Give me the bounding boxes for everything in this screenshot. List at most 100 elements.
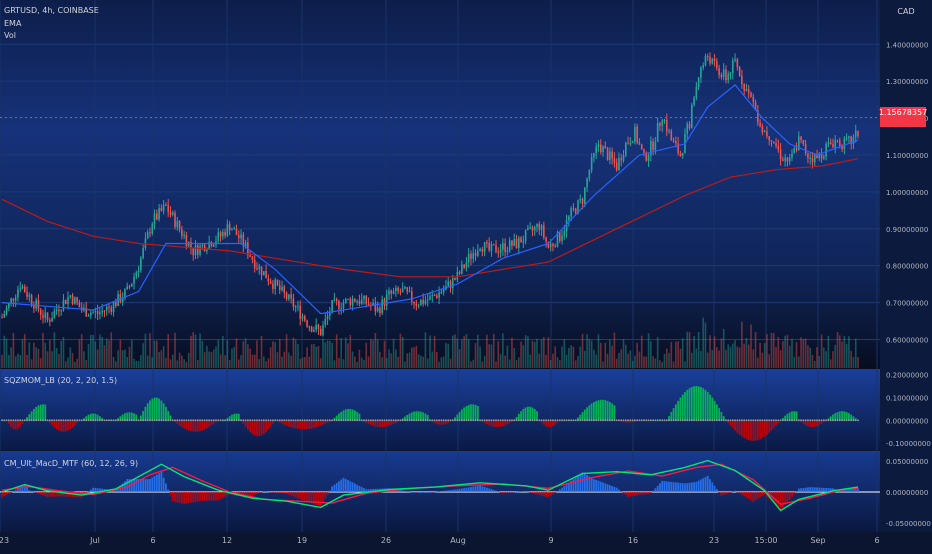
volume-bar [852, 357, 855, 368]
volume-bar [313, 343, 315, 368]
squeeze-bar [390, 420, 393, 425]
volume-bar [385, 357, 388, 368]
squeeze-bar [283, 420, 286, 425]
squeeze-bar [410, 412, 413, 421]
macd-legend[interactable]: CM_Ult_MacD_MTF (60, 12, 26, 9) [4, 459, 138, 468]
macd-hist-bar [807, 487, 809, 492]
squeeze-dot [140, 419, 142, 422]
volume-bar [69, 347, 72, 368]
candle-body [584, 187, 586, 205]
candle-body [126, 286, 129, 290]
candle-body [326, 315, 329, 320]
macd-hist-bar [26, 487, 28, 492]
candle-body [431, 294, 434, 297]
candle-body [342, 302, 345, 309]
candle-body [105, 306, 108, 311]
candle-body [33, 304, 35, 309]
volume-bar [299, 358, 302, 368]
squeeze-bar [668, 416, 670, 421]
volume-bar [367, 356, 370, 368]
candle-body [263, 271, 265, 276]
squeeze-dot [727, 419, 730, 422]
volume-bar [251, 354, 254, 368]
squeeze-dot [26, 419, 28, 422]
squeeze-dot [631, 419, 634, 422]
squeeze-bar [196, 420, 199, 432]
macd-hist-bar [674, 482, 677, 492]
volume-legend[interactable]: Vol [4, 31, 16, 40]
candle-body [511, 240, 513, 246]
currency-label[interactable]: CAD [897, 7, 914, 16]
macd-hist-bar [242, 492, 245, 496]
squeeze-dot [96, 419, 99, 422]
squeeze-bar [447, 420, 450, 423]
squeeze-pane[interactable] [0, 370, 880, 450]
macd-hist-bar [791, 492, 793, 497]
squeeze-dot [502, 419, 504, 422]
price-pane[interactable] [0, 0, 880, 369]
squeeze-bar [235, 413, 238, 421]
candle-body [303, 316, 306, 321]
volume-bar [162, 346, 165, 368]
volume-bar [222, 336, 224, 368]
squeeze-dot [392, 419, 395, 422]
squeeze-dot [217, 419, 220, 422]
candle-body [734, 59, 736, 61]
candle-body [624, 142, 627, 156]
squeeze-dot [716, 419, 718, 422]
ema-legend[interactable]: EMA [4, 19, 22, 28]
macd-hist-bar [322, 492, 324, 503]
squeeze-bar [281, 420, 283, 424]
squeeze-dot [335, 419, 338, 422]
time-axis[interactable] [0, 532, 932, 550]
macd-hist-bar [165, 483, 167, 492]
macd-hist-bar [501, 492, 504, 493]
squeeze-dot [244, 419, 247, 422]
squeeze-dot [561, 419, 563, 422]
candle-body [681, 152, 684, 156]
price-tick-label: 0.70000000 [886, 300, 928, 308]
squeeze-bar [39, 404, 42, 421]
candle-body [226, 224, 229, 236]
squeeze-dot [793, 419, 796, 422]
squeeze-dot [331, 419, 333, 422]
volume-bar [734, 340, 736, 368]
candle-body [508, 240, 511, 251]
macd-hist-bar [445, 490, 447, 492]
squeeze-dot [135, 419, 138, 422]
macd-hist-bar [618, 489, 620, 492]
squeeze-dot [269, 419, 272, 422]
volume-bar [351, 351, 354, 368]
squeeze-dot [301, 419, 304, 422]
candle-body [60, 310, 62, 312]
squeeze-dot [101, 419, 103, 422]
macd-hist-bar [5, 492, 8, 495]
macd-hist-bar [94, 487, 97, 492]
price-axis[interactable] [880, 0, 932, 550]
volume-bar [272, 341, 274, 368]
symbol-legend[interactable]: GRTUSD, 4h, COINBASE [4, 6, 99, 15]
candle-body [365, 295, 368, 304]
squeeze-dot [62, 419, 65, 422]
squeeze-dot [249, 419, 251, 422]
macd-hist-bar [454, 489, 456, 492]
volume-bar [681, 338, 684, 368]
volume-bar [347, 343, 349, 368]
squeeze-bar [552, 420, 554, 427]
squeeze-bar [251, 420, 254, 435]
candle-body [709, 56, 711, 64]
squeeze-dot [258, 419, 261, 422]
squeeze-dot [299, 419, 302, 422]
squeeze-bar [490, 420, 493, 427]
squeeze-bar [42, 404, 44, 421]
squeeze-dot [599, 419, 602, 422]
squeeze-dot [112, 419, 115, 422]
squeeze-dot [128, 419, 131, 422]
squeeze-bar [53, 420, 56, 428]
candle-body [772, 141, 775, 144]
macd-hist-bar [818, 487, 821, 492]
squeeze-dot [292, 419, 295, 422]
macd-hist-bar [522, 491, 525, 492]
sqz-legend[interactable]: SQZMOM_LB (20, 2, 20, 1.5) [4, 376, 117, 385]
macd-hist-bar [693, 482, 695, 492]
